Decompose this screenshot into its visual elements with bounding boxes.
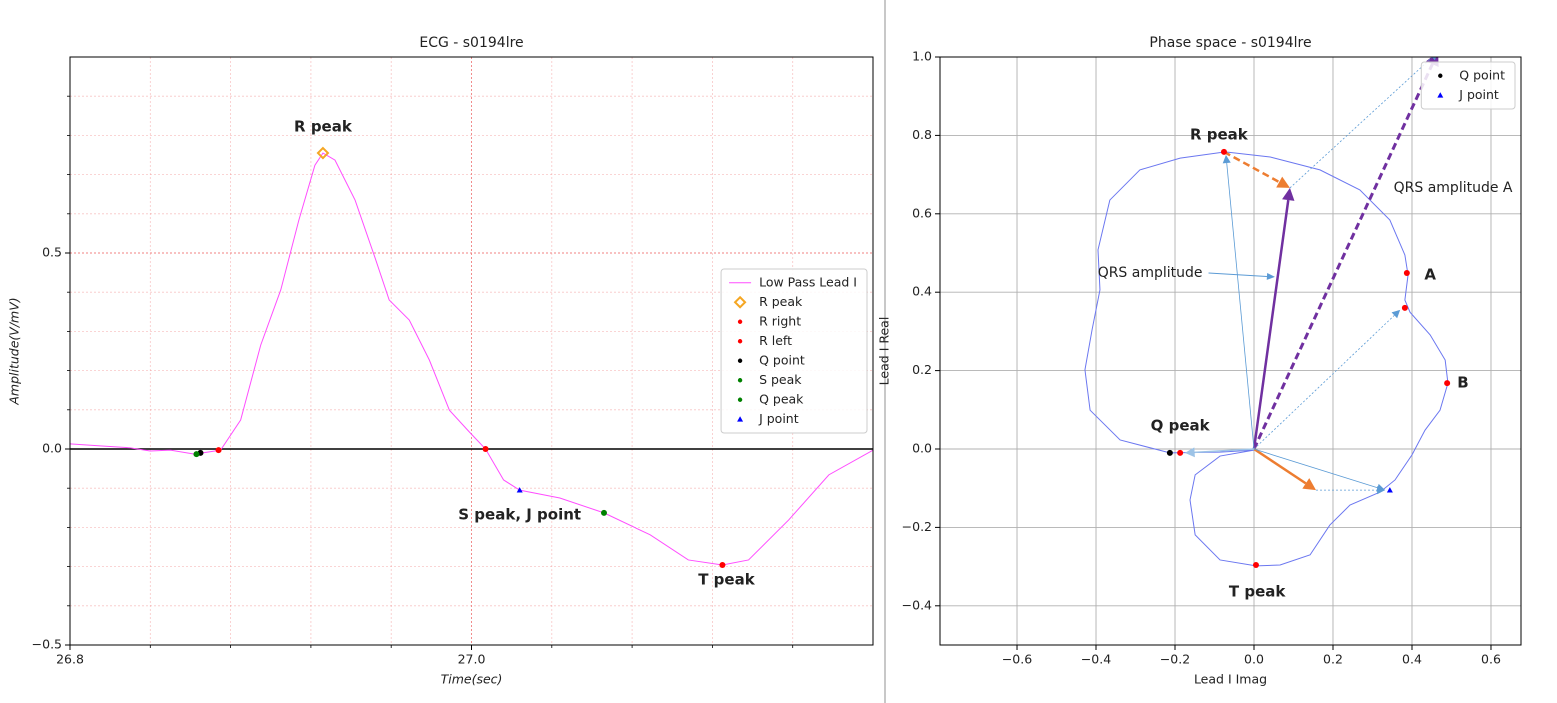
x-tick-label: 26.8 — [56, 652, 84, 667]
marker-dot — [600, 509, 607, 516]
legend-box — [720, 268, 868, 434]
arrow-head — [1276, 176, 1290, 188]
axes-frame — [69, 56, 874, 646]
legend-swatch — [737, 397, 743, 402]
arrow-shaft — [1253, 315, 1395, 450]
legend: Q point J point — [1420, 61, 1516, 110]
legend-label: J point — [1458, 87, 1499, 102]
legend-swatch — [733, 295, 747, 309]
legend-swatch — [737, 416, 744, 422]
y-axis-label: Lead I Real — [877, 317, 892, 386]
x-tick-label: −0.6 — [1002, 652, 1032, 667]
arrow-head — [1377, 486, 1386, 495]
legend-label: R peak — [759, 294, 803, 309]
arrow-head — [1222, 155, 1231, 164]
annotation: A — [1424, 265, 1436, 283]
arrow-shaft — [1226, 162, 1255, 450]
arrow-shaft — [1252, 63, 1434, 450]
legend-label: R left — [759, 333, 792, 348]
y-tick-label: 1.0 — [912, 49, 932, 64]
marker-diamond — [316, 146, 330, 160]
arrow-head — [1391, 309, 1401, 319]
legend-swatch — [1437, 92, 1444, 98]
x-axis-label: Lead I Imag — [1194, 672, 1267, 687]
legend-swatch — [737, 319, 743, 324]
marker-dot — [482, 446, 489, 452]
legend-label: Low Pass Lead I — [759, 274, 857, 289]
chart-title: Phase space - s0194lre — [1149, 35, 1311, 51]
x-tick-label: 0.4 — [1402, 652, 1422, 667]
marker-dot — [1444, 380, 1451, 387]
legend-label: Q peak — [759, 391, 804, 406]
legend-swatch — [1438, 73, 1443, 78]
marker-triangle — [516, 487, 523, 493]
legend-label: R right — [759, 313, 801, 328]
chart-title: ECG - s0194lre — [419, 35, 523, 51]
y-tick-label: 0.8 — [912, 127, 932, 142]
marker-dot — [1403, 269, 1410, 276]
legend-swatch — [737, 378, 743, 383]
marker-dot — [193, 451, 200, 458]
annotation: T peak — [698, 570, 755, 588]
x-tick-label: 27.0 — [458, 652, 486, 667]
x-tick-label: 0.2 — [1323, 652, 1343, 667]
plot-area — [70, 146, 873, 569]
y-tick-label: 0.5 — [42, 245, 62, 260]
arrow-shaft — [1223, 150, 1280, 184]
arrow-head — [1302, 478, 1317, 491]
y-axis-label: Amplitude(V/mV) — [7, 297, 22, 405]
plot-area — [1084, 57, 1451, 569]
arrow-shaft — [1252, 199, 1290, 450]
y-tick-label: 0.0 — [42, 441, 62, 456]
arrow-shaft — [1253, 448, 1378, 489]
marker-dot — [1401, 304, 1408, 311]
arrow-head — [1431, 57, 1437, 61]
series-line — [1084, 151, 1449, 567]
x-tick-label: 0.6 — [1481, 652, 1501, 667]
arrow-head — [1184, 447, 1195, 458]
annotation: B — [1457, 374, 1468, 392]
annotation: R peak — [294, 118, 353, 136]
legend-label: Q point — [759, 352, 805, 367]
legend-swatch — [737, 358, 743, 363]
annotation: S peak, J point — [458, 505, 581, 523]
annotation: Q peak — [1151, 416, 1211, 434]
marker-dot — [1220, 148, 1227, 155]
y-tick-label: 0.4 — [912, 284, 932, 299]
legend-label: Q point — [1459, 67, 1505, 82]
x-tick-label: −0.2 — [1160, 652, 1190, 667]
legend-label: J point — [758, 411, 799, 426]
y-tick-label: 0.6 — [912, 205, 932, 220]
marker-dot — [215, 447, 222, 454]
y-tick-label: −0.2 — [902, 519, 932, 534]
legend: Low Pass Lead I R peak R right R left Q poin… — [720, 268, 868, 434]
y-tick-label: 0.0 — [912, 441, 932, 456]
y-tick-label: −0.5 — [32, 637, 62, 652]
arrow-shaft — [1253, 447, 1307, 485]
marker-dot — [719, 562, 726, 569]
legend-swatch — [737, 339, 743, 344]
marker-dot — [1252, 562, 1259, 569]
x-tick-label: 0.0 — [1244, 652, 1264, 667]
x-axis-label: Time(sec) — [441, 672, 503, 687]
axes-frame — [939, 56, 1522, 646]
marker-triangle — [1386, 487, 1393, 493]
legend-label: S peak — [759, 372, 802, 387]
marker-dot — [1177, 449, 1184, 456]
arrow-shaft — [1289, 57, 1433, 189]
marker-dot — [1166, 449, 1173, 456]
arrow-head — [1282, 187, 1295, 201]
annotation-arrow — [1208, 272, 1267, 277]
arrow-shaft — [1194, 448, 1255, 454]
annotation-arrow-head — [1266, 272, 1275, 280]
y-tick-label: −0.4 — [902, 597, 932, 612]
annotation: T peak — [1229, 583, 1286, 601]
annotation: QRS amplitude — [1098, 265, 1203, 281]
legend-box — [1420, 61, 1516, 110]
annotation: QRS amplitude A — [1394, 180, 1513, 196]
y-tick-label: 0.2 — [912, 362, 932, 377]
x-tick-label: −0.4 — [1081, 652, 1111, 667]
annotation: R peak — [1190, 126, 1249, 144]
